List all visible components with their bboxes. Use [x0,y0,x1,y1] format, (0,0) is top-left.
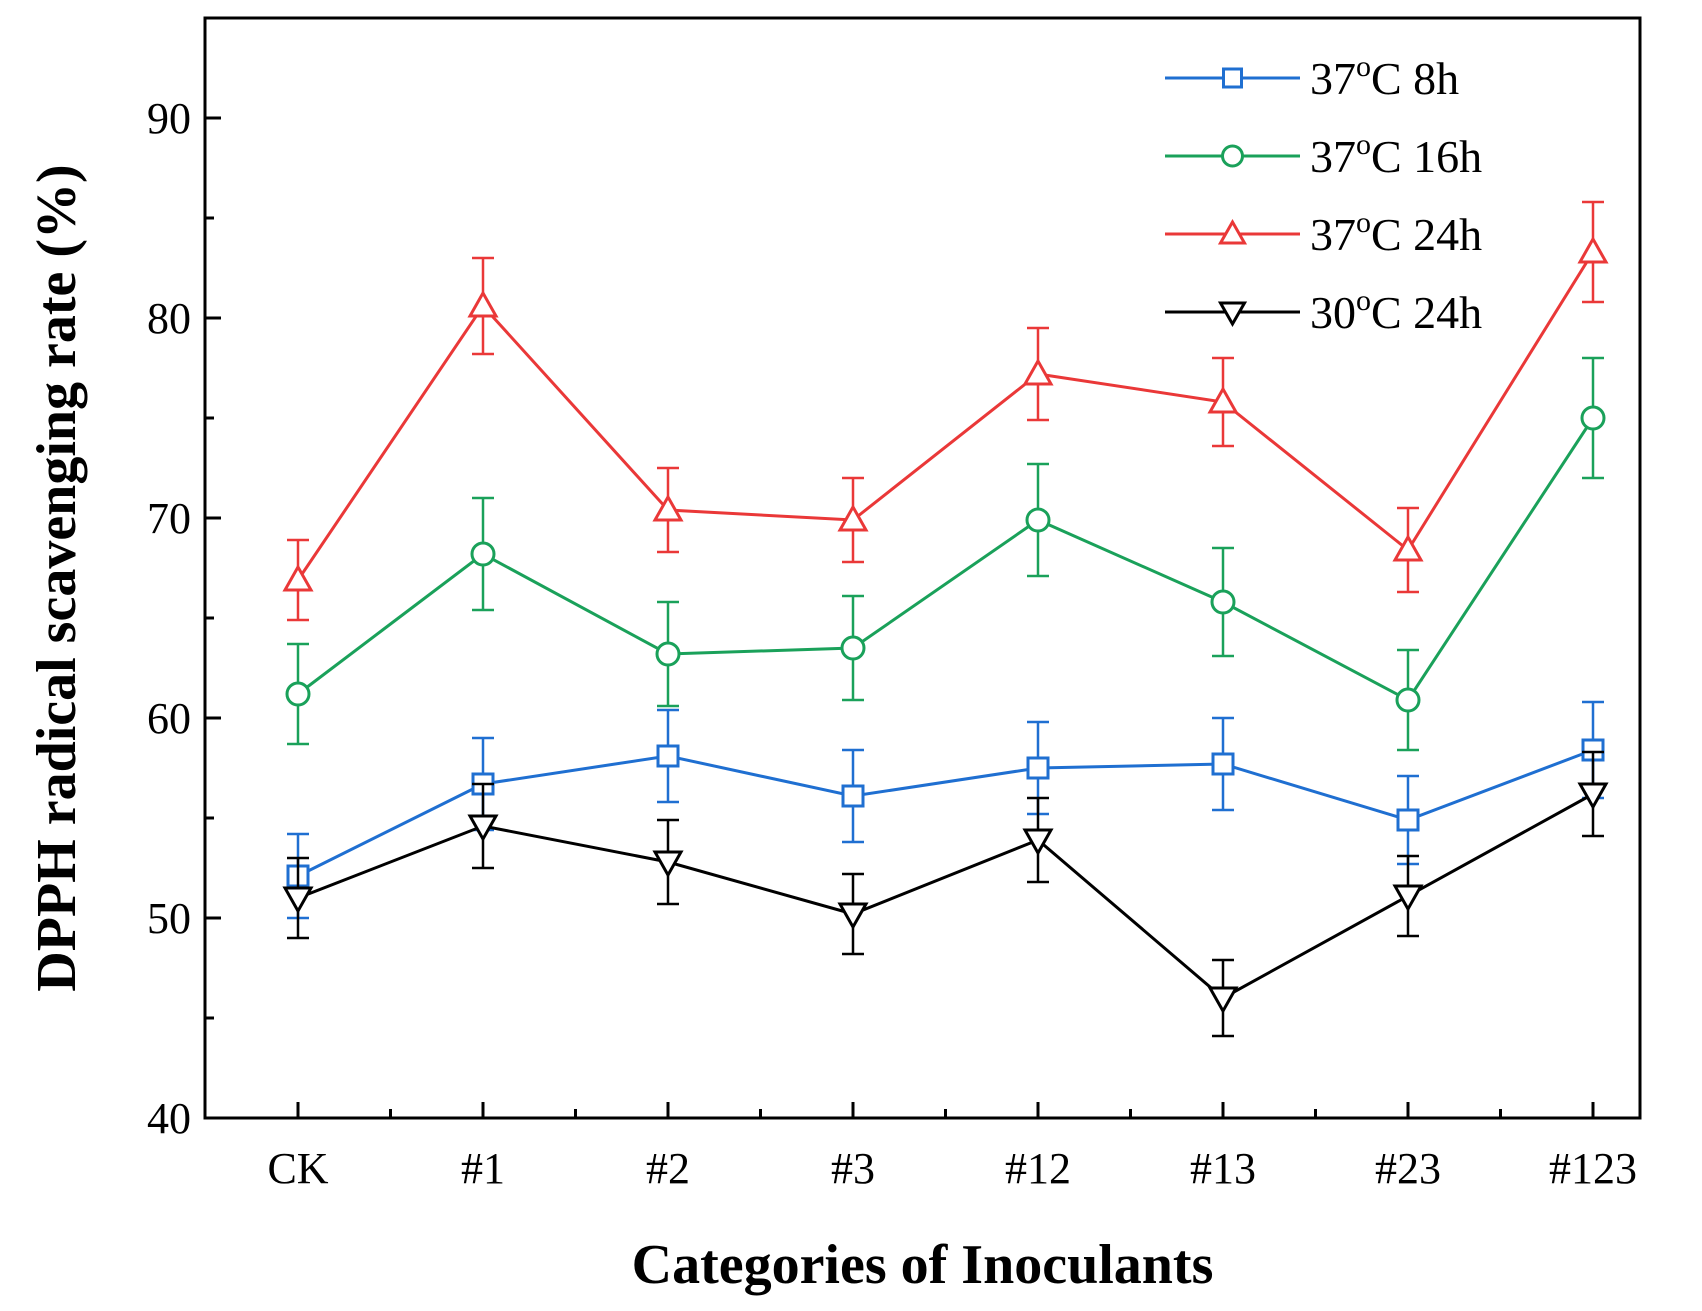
data-point [837,902,869,931]
data-point [282,563,314,592]
series-line [297,792,1594,1000]
data-point [1022,828,1054,857]
data-point [1392,533,1424,562]
series-2 [282,200,1609,622]
data-point [1396,808,1420,832]
series-3 [282,750,1609,1038]
data-point [1395,687,1421,713]
x-tick-label-n2: #2 [646,1144,690,1193]
legend-marker [1217,218,1248,245]
data-point [652,493,684,522]
data-point [1211,752,1235,776]
x-axis-title: Categories of Inoculants [632,1234,1214,1296]
y-tick-label: 50 [147,894,191,943]
y-tick-label: 90 [147,94,191,143]
data-point [282,886,314,915]
legend-entry-1: 37oC 16h [1165,128,1482,182]
y-axis-title: DPPH radical scavenging rate (%) [26,164,88,991]
legend-entry-3: 30oC 24h [1165,284,1482,338]
legend-marker [1222,67,1243,89]
data-point [652,850,684,879]
x-tick-label-n23: #23 [1375,1144,1441,1193]
y-tick-label: 70 [147,494,191,543]
legend-marker [1221,144,1244,168]
x-tick-label-n1: #1 [461,1144,505,1193]
data-point [1025,507,1051,533]
data-point [1026,756,1050,780]
data-point [285,681,311,707]
x-tick-label-n12: #12 [1005,1144,1071,1193]
legend-label: 30oC 24h [1310,284,1482,338]
x-tick-label-n3: #3 [831,1144,875,1193]
data-point [1210,589,1236,615]
data-point [837,503,869,532]
plot-frame-border [203,16,1642,1120]
legend-label: 37oC 16h [1310,128,1482,182]
series-line [297,748,1594,878]
x-tick-label-ck: CK [267,1144,328,1193]
legend-marker [1217,301,1248,328]
data-point [1207,385,1239,414]
data-point [470,541,496,567]
data-point [1022,357,1054,386]
data-point [656,744,680,768]
series-line [297,417,1595,702]
y-tick-label: 60 [147,694,191,743]
data-point [1577,782,1609,811]
y-tick-label: 40 [147,1094,191,1143]
data-point [467,289,499,318]
data-point [1207,986,1239,1015]
data-point [1580,405,1606,431]
x-tick-label-n123: #123 [1549,1144,1637,1193]
data-point [840,635,866,661]
data-point [841,784,865,808]
legend-label: 37oC 8h [1310,50,1459,104]
legend-label: 37oC 24h [1310,206,1482,260]
data-point [467,814,499,843]
y-tick-label: 80 [147,294,191,343]
legend-entry-2: 37oC 24h [1165,206,1482,260]
data-point [1577,235,1609,264]
data-point [1392,884,1424,913]
data-point [655,641,681,667]
legend-entry-0: 37oC 8h [1165,50,1459,104]
x-tick-label-n13: #13 [1190,1144,1256,1193]
series-1 [285,356,1606,752]
series-line [296,251,1595,581]
